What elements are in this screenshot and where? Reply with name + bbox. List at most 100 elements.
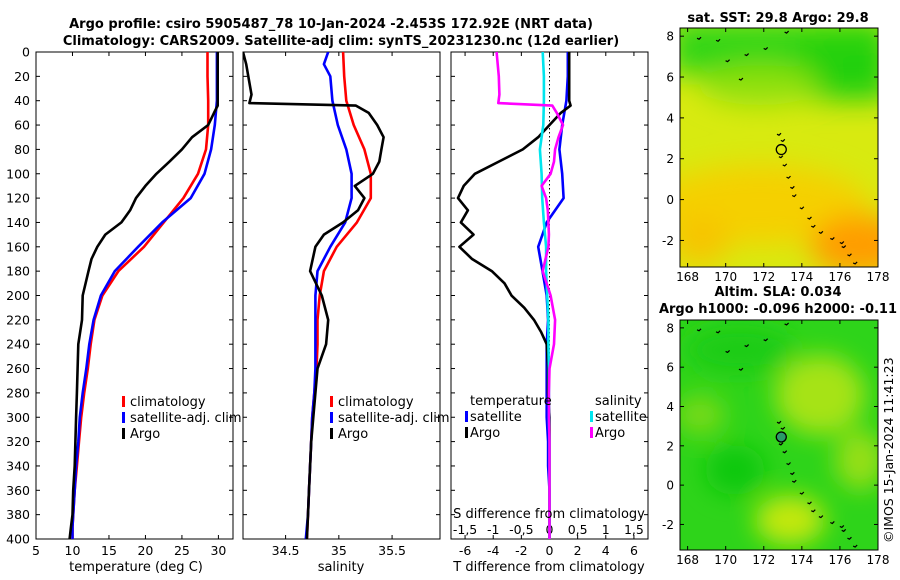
depth-tick-label: 220 — [6, 312, 30, 327]
sst-map-ticks: 168 170 172 174 176 178 -2 0 2 4 6 8 — [662, 28, 889, 284]
island-outline — [818, 230, 824, 235]
temperature-axis-label: temperature (deg C) — [69, 560, 203, 575]
salinity-axis-ticks: 34.5 35 35.5 — [272, 52, 406, 558]
salinity-depth-ticks — [243, 51, 440, 540]
s-diff-tick-label: 0,5 — [568, 522, 588, 537]
sst-heatmap — [680, 28, 878, 267]
argo-float-marker — [775, 143, 787, 156]
s-diff-tick-label: 1 — [602, 522, 610, 537]
island-outline — [778, 442, 784, 446]
sla-map-title-line-1: Altim. SLA: 0.034 — [715, 285, 842, 300]
legend-climatology-label: climatology — [130, 395, 206, 410]
temperature-legend: climatology satellite-adj. clim Argo — [122, 395, 242, 442]
x-tick-label: 5 — [32, 543, 40, 558]
s-diff-tick-label: 1,5 — [624, 522, 644, 537]
island-outline — [841, 528, 847, 533]
island-outline — [791, 479, 797, 483]
depth-tick-label: 380 — [6, 507, 30, 522]
legend-t-argo-swatch — [465, 427, 468, 438]
sst-map-panel: sat. SST: 29.8 Argo: 29.8 168 170 172 174 17… — [662, 11, 889, 284]
island-outline — [841, 245, 847, 249]
island-outline — [744, 53, 750, 57]
difference-depth-ticks — [451, 51, 648, 540]
lon-tick-label: 170 — [714, 553, 737, 567]
s-diff-tick-label: -1,5 — [453, 522, 477, 537]
lat-tick-label: 4 — [666, 400, 674, 414]
figure-title-line-2: Climatology: CARS2009. Satellite-adj cli… — [63, 34, 619, 49]
x-tick-label: 0 — [546, 543, 554, 558]
depth-tick-label: 0 — [22, 45, 30, 60]
island-outline — [725, 59, 731, 63]
lon-tick-label: 172 — [752, 553, 775, 567]
x-tick-label: 4 — [602, 543, 610, 558]
legend-s-satellite-swatch — [590, 411, 593, 422]
legend-satellite-swatch — [330, 412, 333, 423]
depth-tick-label: 240 — [6, 337, 30, 352]
legend-climatology-swatch — [330, 396, 333, 407]
depth-tick-label: 180 — [6, 264, 30, 279]
legend-satellite-label: satellite-adj. clim — [130, 411, 242, 426]
island-outline — [782, 450, 788, 454]
island-outline — [738, 367, 744, 371]
series-line-satellite-adj-clim — [71, 52, 219, 539]
island-outline — [847, 536, 852, 540]
x-tick-label: 35 — [331, 543, 347, 558]
depth-tick-label: 140 — [6, 215, 30, 230]
legend-climatology-label: climatology — [338, 395, 414, 410]
legend-argo-label: Argo — [130, 427, 160, 442]
lat-tick-label: 6 — [666, 71, 674, 85]
depth-tick-label: 160 — [6, 239, 30, 254]
lon-tick-label: 168 — [676, 270, 699, 284]
island-outline — [778, 155, 784, 159]
island-outline — [784, 30, 790, 34]
island-outline — [780, 426, 786, 430]
legend-t-argo-label: Argo — [470, 426, 500, 441]
legend-argo-swatch — [330, 428, 333, 439]
island-outline — [818, 515, 824, 519]
s-difference-axis-label: S difference from climatology — [453, 507, 645, 522]
sla-low-2 — [685, 325, 795, 375]
legend-s-argo-label: Argo — [595, 426, 625, 441]
depth-tick-label: 200 — [6, 288, 30, 303]
legend-satellite-swatch — [122, 412, 125, 423]
lat-tick-label: 2 — [666, 439, 674, 453]
depth-tick-label: 360 — [6, 483, 30, 498]
s-diff-tick-label: -0,5 — [509, 522, 533, 537]
lon-tick-label: 174 — [790, 553, 813, 567]
imos-timestamp-watermark: ©IMOS 15-Jan-2024 11:41:23 — [881, 357, 896, 543]
difference-profile-panel: -6 -4 -2 0 2 4 6 -1,5 -1 -0,5 0 0,5 1 1,5 S differen… — [450, 51, 649, 575]
island-outline — [725, 350, 731, 354]
island-outline — [715, 38, 721, 42]
salinity-profile-panel: 34.5 35 35.5 salinity climatology satellit… — [242, 51, 450, 575]
depth-tick-label: 260 — [6, 361, 30, 376]
lon-tick-label: 178 — [867, 270, 890, 284]
lat-tick-label: 2 — [666, 152, 674, 166]
island-outline — [784, 322, 790, 326]
island-outline — [780, 138, 786, 143]
legend-temperature-title: temperature — [470, 394, 552, 409]
depth-tick-label: 60 — [14, 118, 30, 133]
legend-salinity-title: salinity — [595, 394, 642, 409]
island-outline — [776, 132, 782, 136]
island-outline — [852, 261, 858, 265]
lon-tick-label: 174 — [790, 270, 813, 284]
temperature-plot-frame — [35, 51, 234, 540]
sla-low-1 — [705, 445, 765, 495]
difference-legend: temperature satellite Argo salinity sate… — [465, 394, 647, 441]
legend-s-argo-swatch — [590, 427, 593, 438]
depth-tick-label: 20 — [14, 69, 30, 84]
sla-map-panel: Altim. SLA: 0.034 Argo h1000: -0.096 h20… — [659, 285, 897, 567]
depth-tick-label: 400 — [6, 532, 30, 547]
salinity-axis-label: salinity — [318, 560, 365, 575]
depth-tick-label: 80 — [14, 142, 30, 157]
sst-mid-band — [700, 65, 820, 105]
figure-title-line-1: Argo profile: csiro 5905487_78 10-Jan-20… — [69, 17, 593, 32]
lon-tick-label: 178 — [867, 553, 890, 567]
x-tick-label: -6 — [459, 543, 472, 558]
lon-tick-label: 170 — [714, 270, 737, 284]
depth-axis-ticks: 0 20 40 60 80 100 120 140 160 180 200 220 240 260 280 3… — [6, 45, 233, 547]
island-outline — [847, 253, 852, 257]
x-tick-label: 34.5 — [272, 543, 300, 558]
depth-tick-label: 280 — [6, 385, 30, 400]
